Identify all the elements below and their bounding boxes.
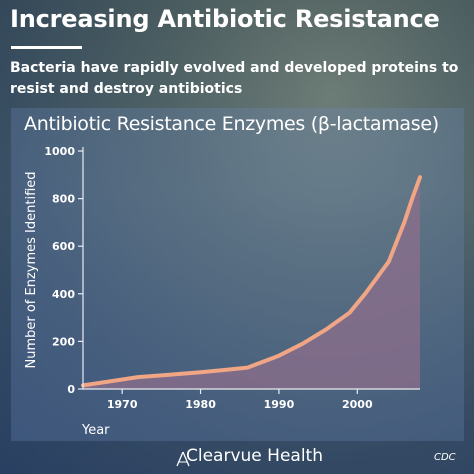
clearvue-logo-icon [176, 451, 190, 467]
chart-title: Antibiotic Resistance Enzymes (β-lactama… [24, 113, 439, 135]
y-ticks: 0 200 400 600 800 1000 [44, 145, 83, 396]
x-tick-label: 2000 [342, 398, 373, 411]
y-tick-label: 1000 [44, 145, 75, 158]
x-ticks: 1970 1980 1990 2000 [107, 389, 373, 411]
y-tick-label: 0 [67, 383, 75, 396]
y-tick-label: 800 [52, 193, 75, 206]
x-tick-label: 1980 [185, 398, 216, 411]
page-subtitle: Bacteria have rapidly evolved and develo… [10, 60, 459, 97]
series-line [81, 175, 422, 388]
area-fill [83, 177, 420, 389]
title-underline [11, 46, 82, 49]
y-tick-label: 600 [52, 240, 75, 253]
x-axis-label: Year [81, 423, 110, 438]
y-tick-label: 200 [52, 335, 75, 348]
page-title: Increasing Antibiotic Resistance [10, 5, 440, 33]
x-tick-label: 1990 [264, 398, 295, 411]
source-credit: CDC [434, 452, 456, 463]
x-tick-label: 1970 [107, 398, 138, 411]
y-tick-label: 400 [52, 288, 75, 301]
y-axis-label: Number of Enzymes Identified [24, 171, 39, 368]
brand-name: Clearvue Health [186, 446, 323, 466]
